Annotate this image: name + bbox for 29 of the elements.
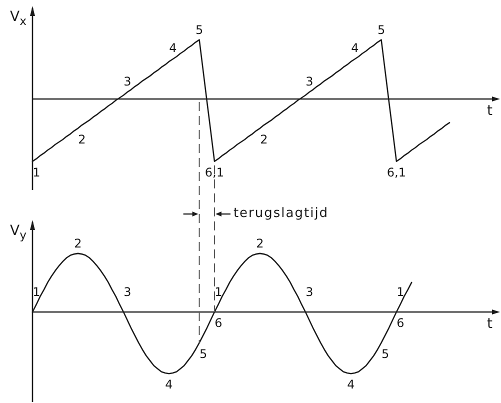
annotation: 5 [199, 346, 208, 361]
x-axis-title: t [487, 316, 492, 332]
annotation: 6,1 [204, 165, 224, 180]
y-axis-title: V$_{x}$ [10, 9, 26, 28]
annotation: 4 [165, 378, 173, 392]
annotation: 1 [32, 285, 40, 300]
text: terugslagtijd [233, 206, 329, 222]
annotation: 6 [396, 316, 404, 330]
annotation: 2 [78, 132, 86, 146]
annotation: 5 [195, 22, 204, 37]
annotation: 6 [214, 316, 222, 330]
annotation: 2 [74, 236, 82, 250]
annotation: 1 [32, 165, 40, 180]
y-axis-title: V$_{y}$ [10, 223, 26, 242]
annotation: 3 [306, 74, 314, 89]
annotation: 4 [347, 378, 355, 392]
annotation: 1 [214, 285, 222, 299]
annotation: 5 [381, 346, 390, 361]
annotation: 2 [256, 236, 264, 250]
x-axis-title: t [487, 103, 492, 119]
annotation: 1 [396, 285, 404, 299]
annotation: 6,1 [386, 165, 406, 180]
annotation: 3 [306, 285, 314, 299]
annotation: 4 [169, 40, 177, 55]
annotation: 3 [124, 285, 132, 299]
annotation: 4 [351, 40, 359, 55]
annotation: 2 [260, 132, 268, 146]
annotation: 3 [124, 74, 132, 89]
annotation: 5 [377, 22, 386, 37]
